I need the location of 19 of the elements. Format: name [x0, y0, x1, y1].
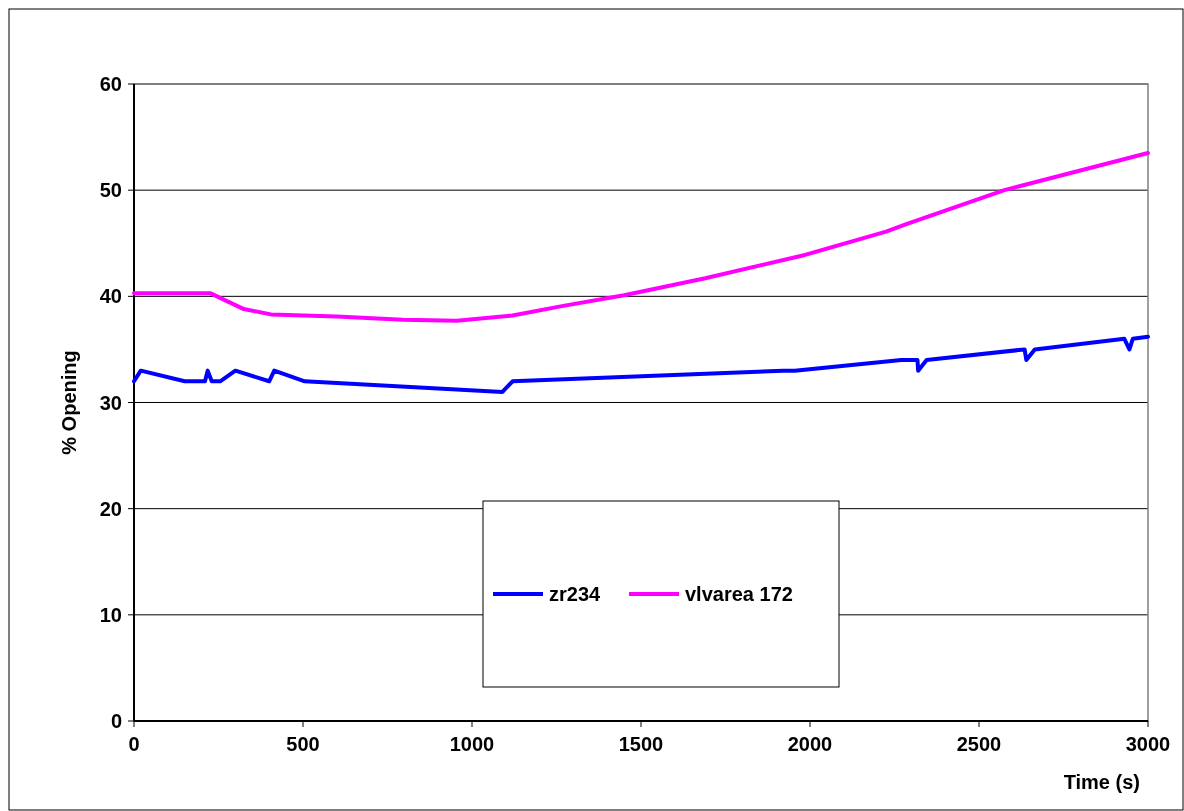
legend-label: vlvarea 172: [685, 583, 793, 605]
x-tick-label: 2000: [787, 733, 833, 755]
y-tick-label: 50: [99, 179, 122, 202]
y-axis-title: % Opening: [58, 350, 80, 455]
legend-label: zr234: [549, 583, 602, 605]
y-tick-label: 40: [99, 285, 122, 308]
y-tick-label: 30: [99, 391, 122, 414]
x-tick-label: 1000: [449, 733, 495, 755]
x-tick-label: 2500: [956, 733, 1002, 755]
y-tick-label: 10: [99, 603, 122, 626]
y-tick-label: 60: [99, 73, 122, 95]
y-tick-label: 0: [110, 710, 122, 732]
x-tick-label: 3000: [1125, 733, 1171, 755]
x-tick-label: 1500: [618, 733, 664, 755]
y-tick-label: 20: [99, 497, 122, 520]
x-tick-label: 500: [286, 733, 320, 755]
x-tick-label: 0: [128, 733, 140, 755]
x-axis-title: Time (s): [1063, 771, 1140, 793]
line-series: [132, 334, 1150, 394]
